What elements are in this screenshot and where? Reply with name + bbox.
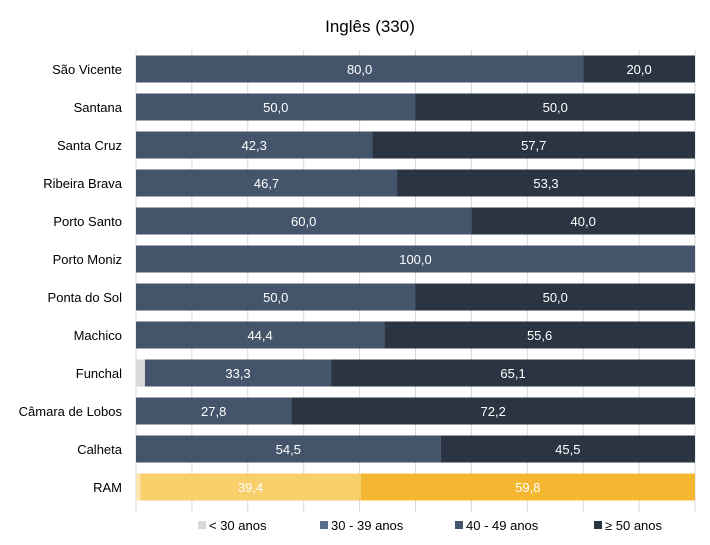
bar-segment (415, 283, 695, 311)
bar-segment (136, 359, 145, 387)
bar-segment (372, 131, 695, 159)
category-label: Câmara de Lobos (19, 404, 123, 419)
data-label: 60,0 (291, 214, 316, 229)
category-label: Santana (74, 100, 123, 115)
bar-segment (144, 359, 332, 387)
legend-swatch (455, 521, 463, 529)
data-label: 59,8 (515, 480, 540, 495)
bar-segment (384, 321, 695, 349)
category-label: Porto Santo (53, 214, 122, 229)
bar-segment (136, 207, 472, 235)
legend-swatch (198, 521, 206, 529)
category-label: RAM (93, 480, 122, 495)
legend-swatch (594, 521, 602, 529)
data-label: 45,5 (555, 442, 580, 457)
bar-segment (136, 55, 584, 83)
data-label: 20,0 (626, 62, 651, 77)
data-label: 54,5 (276, 442, 301, 457)
bar-segment (136, 169, 398, 197)
bar-segment (136, 93, 416, 121)
bar-segment (136, 283, 416, 311)
bar-segment (136, 321, 385, 349)
category-label: Santa Cruz (57, 138, 122, 153)
data-label: 55,6 (527, 328, 552, 343)
bar-segment (136, 473, 141, 501)
bar-segment (136, 131, 373, 159)
data-label: 33,3 (225, 366, 250, 381)
data-label: 80,0 (347, 62, 372, 77)
data-label: 40,0 (571, 214, 596, 229)
bar-segment (583, 55, 695, 83)
category-labels: São Vicente Santana Santa Cruz Ribeira Brav… (19, 62, 123, 495)
bar-segment (136, 245, 695, 273)
bar-segment (331, 359, 695, 387)
legend-label: 30 - 39 anos (331, 518, 404, 533)
bar-segment (415, 93, 695, 121)
category-label: Calheta (77, 442, 123, 457)
legend-swatch (320, 521, 328, 529)
category-label: Ponta do Sol (48, 290, 123, 305)
data-label: 27,8 (201, 404, 226, 419)
category-label: Machico (74, 328, 122, 343)
data-label: 72,2 (481, 404, 506, 419)
data-label: 50,0 (263, 100, 288, 115)
data-label: 39,4 (238, 480, 263, 495)
bars-group: 80,0 20,0 50,0 50,0 42,3 57,7 46,7 53,3 60,0 40,0… (136, 55, 695, 501)
data-label: 50,0 (543, 290, 568, 305)
legend-label: 40 - 49 anos (466, 518, 539, 533)
bar-segment (136, 435, 441, 463)
data-label: 50,0 (543, 100, 568, 115)
data-label: 50,0 (263, 290, 288, 305)
category-label: Funchal (76, 366, 122, 381)
bar-segment (440, 435, 695, 463)
bar-segment (140, 473, 361, 501)
data-label: 44,4 (247, 328, 272, 343)
data-label: 65,1 (500, 366, 525, 381)
category-label: Ribeira Brava (43, 176, 123, 191)
data-label: 42,3 (242, 138, 267, 153)
data-label: 53,3 (533, 176, 558, 191)
category-label: Porto Moniz (53, 252, 122, 267)
legend-label: < 30 anos (209, 518, 267, 533)
data-label: 46,7 (254, 176, 279, 191)
legend: < 30 anos 30 - 39 anos 40 - 49 anos ≥ 50 an… (198, 518, 663, 533)
bar-segment (397, 169, 695, 197)
gridlines (135, 50, 696, 512)
category-label: São Vicente (52, 62, 122, 77)
bar-segment (360, 473, 695, 501)
bar-segment (291, 397, 695, 425)
data-label: 100,0 (399, 252, 432, 267)
bar-segment (471, 207, 695, 235)
data-label: 57,7 (521, 138, 546, 153)
legend-label: ≥ 50 anos (605, 518, 663, 533)
bar-segment (136, 397, 292, 425)
chart-title: Inglês (330) (325, 17, 415, 36)
